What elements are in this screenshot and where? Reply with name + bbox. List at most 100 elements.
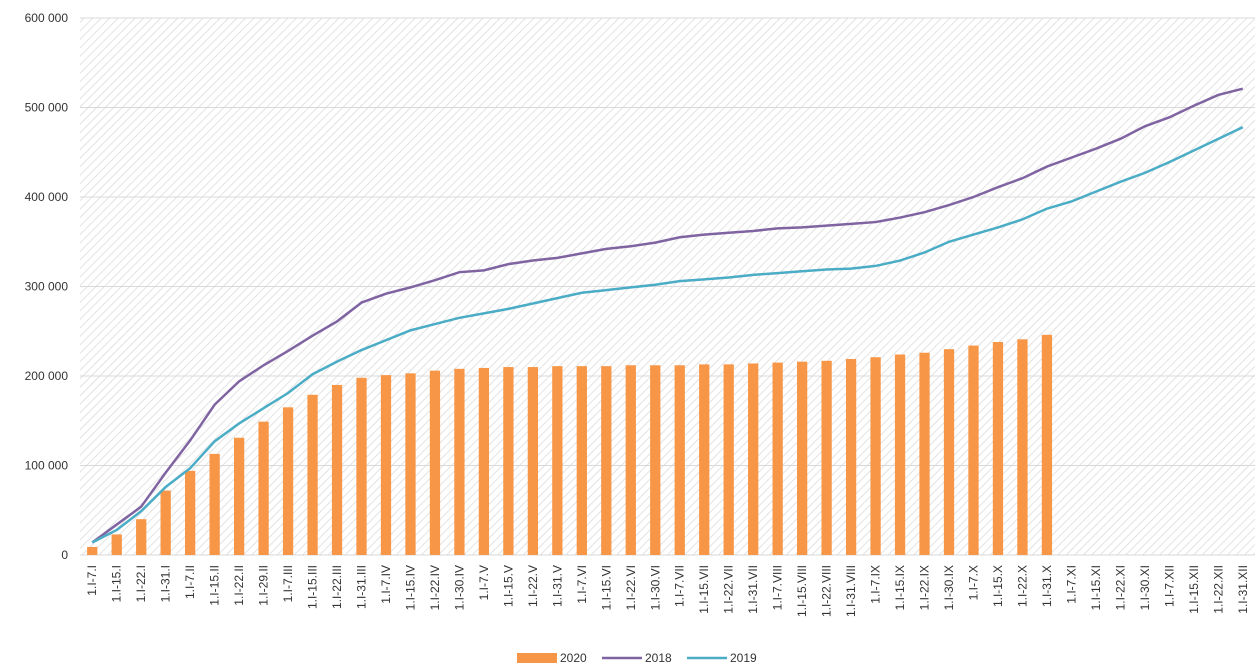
x-tick-label: 1.I-15.IX xyxy=(893,565,907,610)
bar xyxy=(625,365,636,555)
bar xyxy=(601,366,612,555)
bar xyxy=(160,490,171,555)
bar xyxy=(699,364,710,555)
bar xyxy=(821,360,832,555)
bar xyxy=(380,375,392,555)
x-tick-label: 1.I-30.VI xyxy=(648,565,662,610)
bar xyxy=(576,366,587,555)
bar xyxy=(796,361,808,555)
bar xyxy=(307,394,318,555)
bar xyxy=(258,421,269,555)
x-tick-label: 1.I-15.VIII xyxy=(795,565,809,617)
bar xyxy=(870,357,881,555)
legend-swatch xyxy=(517,653,557,663)
x-tick-label: 1.I-22.XII xyxy=(1211,565,1225,614)
bar xyxy=(748,363,759,555)
bar xyxy=(943,349,955,555)
y-tick-label: 0 xyxy=(61,548,68,562)
x-tick-label: 1.I-7.XI xyxy=(1064,565,1078,604)
x-tick-label: 1.I-7.I xyxy=(85,565,99,596)
x-tick-label: 1.I-15.II xyxy=(208,565,222,606)
bar xyxy=(429,370,441,555)
x-tick-label: 1.I-22.VI xyxy=(624,565,638,610)
bar xyxy=(1017,339,1028,555)
x-tick-label: 1.I-7.VIII xyxy=(771,565,785,610)
bar xyxy=(1041,334,1053,555)
x-tick-label: 1.I-15.IV xyxy=(403,565,417,610)
x-tick-label: 1.I-22.IX xyxy=(918,565,932,610)
x-tick-label: 1.I-22.XI xyxy=(1113,565,1127,610)
x-tick-label: 1.I-15.VI xyxy=(599,565,613,610)
bar xyxy=(503,367,514,555)
y-tick-label: 300 000 xyxy=(25,280,69,294)
x-tick-label: 1.I-30.IX xyxy=(942,565,956,610)
x-tick-label: 1.I-7.IV xyxy=(379,565,393,604)
y-tick-label: 500 000 xyxy=(25,101,69,115)
x-tick-label: 1.I-7.VII xyxy=(673,565,687,607)
x-tick-label: 1.I-29.II xyxy=(257,565,271,606)
line xyxy=(91,126,1244,544)
y-tick-label: 100 000 xyxy=(25,459,69,473)
x-tick-label: 1.I-15.III xyxy=(306,565,320,609)
y-tick-label: 600 000 xyxy=(25,11,69,25)
x-tick-label: 1.I-7.X xyxy=(966,565,980,600)
x-tick-label: 1.I-31.VII xyxy=(746,565,760,614)
x-tick-label: 1.I-7.V xyxy=(477,565,491,600)
bar xyxy=(968,345,979,555)
bar xyxy=(992,341,1004,555)
x-tick-label: 1.I-15.VII xyxy=(697,565,711,614)
x-tick-label: 1.I-22.I xyxy=(134,565,148,602)
x-tick-label: 1.I-15.I xyxy=(110,565,124,602)
bar xyxy=(136,519,147,555)
x-tick-label: 1.I-22.VIII xyxy=(820,565,834,617)
legend-label: 2019 xyxy=(730,651,757,665)
x-tick-label: 1.I-31.X xyxy=(1040,565,1054,607)
bar xyxy=(233,437,245,555)
bar xyxy=(772,362,783,555)
bar xyxy=(405,373,416,555)
bar xyxy=(723,364,734,555)
bar xyxy=(552,366,563,555)
bar xyxy=(478,367,490,555)
x-tick-label: 1.I-7.III xyxy=(281,565,295,602)
x-tick-label: 1.I-15.X xyxy=(991,565,1005,607)
x-tick-label: 1.I-7.IX xyxy=(869,565,883,604)
bar xyxy=(87,546,98,555)
x-tick-label: 1.I-30.IV xyxy=(452,565,466,610)
bar xyxy=(527,367,539,555)
bar xyxy=(209,453,220,555)
x-tick-label: 1.I-31.III xyxy=(355,565,369,609)
x-tick-label: 1.I-31.VIII xyxy=(844,565,858,617)
x-tick-label: 1.I-22.VII xyxy=(722,565,736,614)
bar xyxy=(650,365,661,555)
bar xyxy=(111,534,122,555)
bar xyxy=(331,384,343,555)
x-tick-label: 1.I-15.XI xyxy=(1089,565,1103,610)
bar xyxy=(674,365,685,555)
x-tick-label: 1.I-31.V xyxy=(550,565,564,607)
x-tick-label: 1.I-22.II xyxy=(232,565,246,606)
x-tick-label: 1.I-7.II xyxy=(183,565,197,599)
bar xyxy=(356,377,367,555)
x-tick-label: 1.I-31.I xyxy=(159,565,173,602)
x-tick-label: 1.I-15.V xyxy=(501,565,515,607)
x-tick-label: 1.I-22.V xyxy=(526,565,540,607)
y-tick-label: 200 000 xyxy=(25,369,69,383)
bar xyxy=(185,470,196,555)
x-tick-label: 1.I-7.VI xyxy=(575,565,589,604)
legend-label: 2020 xyxy=(560,651,587,665)
legend-label: 2018 xyxy=(645,651,672,665)
y-tick-label: 400 000 xyxy=(25,190,69,204)
line xyxy=(91,87,1244,544)
bar xyxy=(919,352,930,555)
bar xyxy=(845,358,857,555)
bar xyxy=(282,407,294,555)
x-tick-label: 1.I-31.XII xyxy=(1236,565,1250,614)
bar xyxy=(454,368,465,555)
x-tick-label: 1.I-15.XII xyxy=(1187,565,1201,614)
x-tick-label: 1.I-22.X xyxy=(1015,565,1029,607)
bar xyxy=(894,354,906,555)
x-tick-label: 1.I-22.IV xyxy=(428,565,442,610)
x-tick-label: 1.I-7.XII xyxy=(1162,565,1176,607)
